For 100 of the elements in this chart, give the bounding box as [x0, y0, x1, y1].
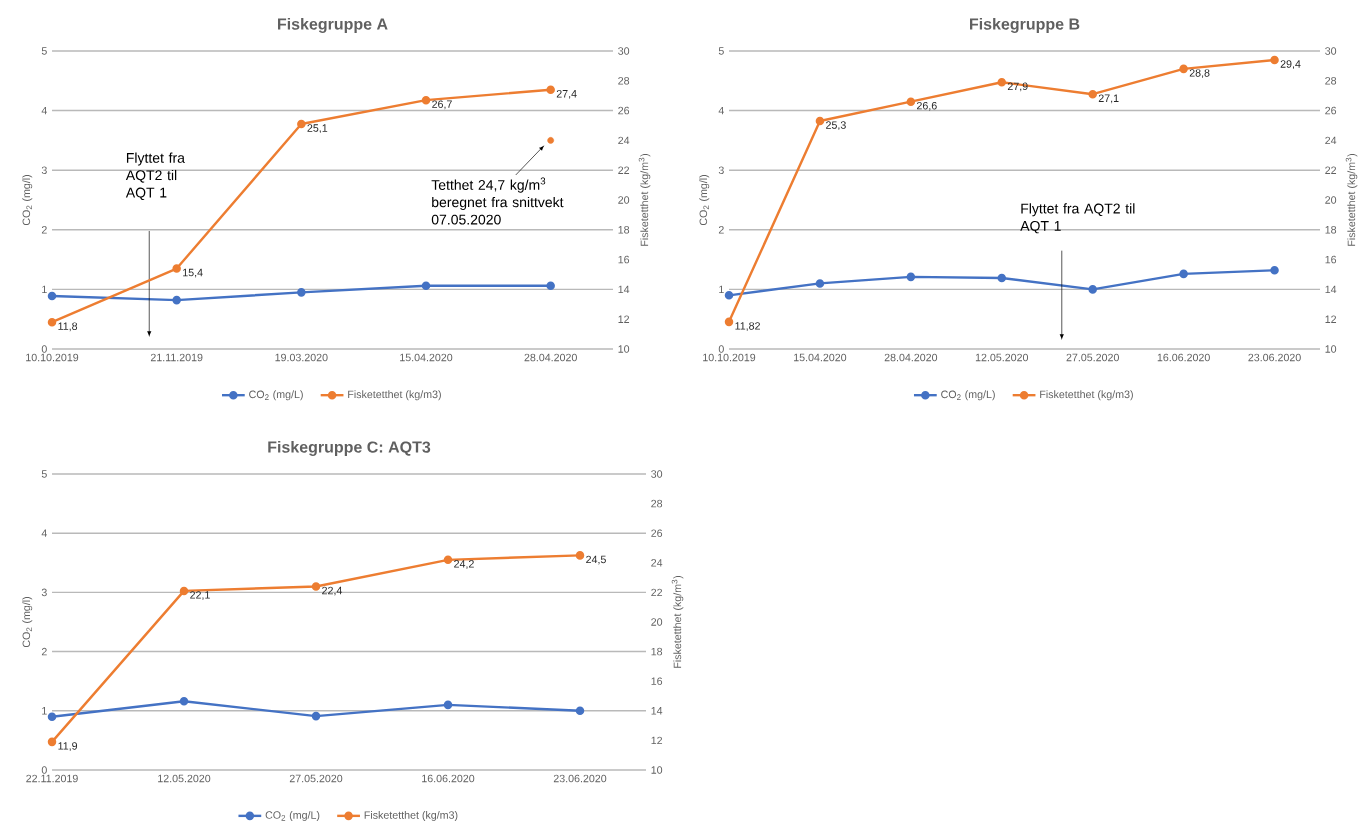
data-label: 26,6 [917, 101, 937, 111]
y2-tick-label: 24 [651, 559, 663, 567]
point [1270, 266, 1279, 275]
y-tick-label: 5 [718, 47, 724, 55]
point [997, 273, 1007, 283]
x-tick-label: 15.04.2020 [400, 353, 453, 362]
point [815, 279, 825, 288]
y-tick-label: 3 [718, 166, 724, 174]
data-label: 11,82 [735, 322, 760, 331]
x-tick-label: 27.05.2020 [1066, 353, 1119, 362]
y2-tick-label: 10 [1325, 345, 1337, 353]
y2-tick-label: 10 [651, 766, 663, 774]
point [1179, 269, 1188, 279]
y-tick-label: 2 [718, 226, 724, 234]
y-tick-label: 1 [42, 707, 47, 715]
y2-tick-label: 28 [1325, 77, 1337, 85]
legend-label: Fisketetthet (kg/m3) [1040, 390, 1133, 401]
y2-tick-label: 22 [651, 588, 663, 597]
point [1088, 89, 1097, 99]
x-tick-label: 27.05.2020 [289, 774, 343, 783]
data-label: 27,1 [1098, 94, 1119, 104]
y2-tick-label: 22 [1325, 166, 1337, 174]
point [443, 555, 453, 565]
x-tick-label: 23.06.2020 [553, 774, 607, 783]
y2-tick-label: 20 [1325, 196, 1337, 204]
y-tick-label: 2 [41, 647, 47, 656]
y2-tick-label: 28 [618, 77, 630, 85]
y-tick-label: 4 [41, 106, 47, 115]
y2-tick-label: 16 [651, 677, 663, 685]
data-label: 24,5 [586, 555, 606, 565]
y2-tick-label: 14 [651, 707, 663, 715]
data-label: 22,1 [190, 591, 210, 600]
point [297, 119, 306, 129]
y2-tick-label: 18 [651, 647, 663, 656]
data-label: 15,4 [183, 268, 203, 278]
data-label: 27,4 [556, 89, 577, 99]
text: Tetthet 24,7 kg/m$^{3}$ beregnet fra snittvekt 07.05.2020 [431, 177, 564, 225]
y-tick-label: 4 [41, 529, 47, 537]
data-label: 25,1 [307, 124, 328, 134]
y2-axis-title: Fisketetthet (kg/m$^{3}$) [671, 575, 684, 668]
point [311, 582, 321, 591]
y2-tick-label: 30 [618, 47, 630, 55]
point [575, 551, 585, 560]
x-tick-label: 19.03.2020 [275, 353, 328, 362]
y2-tick-label: 12 [651, 736, 663, 745]
x-tick-label: 22.11.2019 [26, 774, 78, 783]
annotation: Flyttet fra AQT2 til AQT 1 [125, 152, 185, 201]
y-tick-label: 0 [41, 345, 47, 353]
chart-title: Fiskegruppe A [278, 17, 388, 33]
x-tick-label: 28.04.2020 [884, 353, 938, 362]
y-tick-label: 4 [718, 106, 724, 115]
data-label: 28,8 [1189, 69, 1210, 78]
y-axis-title: CO$_{2}$ (mg/l) [22, 596, 33, 648]
y2-tick-label: 18 [1325, 226, 1337, 234]
y2-tick-label: 12 [1325, 315, 1337, 323]
point [724, 291, 734, 300]
x-tick-label: 28.04.2020 [524, 353, 577, 362]
data-label: 11,9 [58, 742, 78, 751]
point [547, 137, 555, 144]
y2-tick-label: 28 [651, 499, 663, 508]
x-tick-label: 10.10.2019 [26, 353, 79, 362]
data-label: 29,4 [1280, 60, 1301, 69]
point [47, 291, 57, 301]
y-tick-label: 0 [41, 766, 47, 774]
y-axis-title: CO$_{2}$ (mg/l) [699, 174, 710, 226]
annotation: Flyttet fra AQT2 til AQT 1 [1020, 203, 1135, 234]
data-label: 25,3 [826, 121, 846, 131]
point [421, 95, 431, 105]
y2-tick-label: 16 [1325, 255, 1337, 264]
y2-tick-label: 26 [1325, 106, 1337, 115]
point [724, 317, 734, 327]
point [47, 317, 57, 327]
legend-label: CO$_{2}$ (mg/L) [249, 390, 303, 401]
y2-tick-label: 12 [618, 315, 630, 323]
x-tick-label: 16.06.2020 [422, 774, 475, 783]
y2-axis-title: Fisketetthet (kg/m$^{3}$) [638, 153, 651, 246]
y2-tick-label: 26 [618, 106, 630, 115]
chart-title: Fiskegruppe B [970, 17, 1080, 33]
point [421, 281, 431, 291]
x-tick-label: 10.10.2019 [703, 353, 756, 362]
point [906, 272, 916, 282]
x-tick-label: 23.06.2020 [1248, 353, 1301, 362]
y-tick-label: 5 [41, 47, 47, 55]
y-tick-label: 1 [719, 285, 724, 294]
x-tick-label: 15.04.2020 [794, 353, 847, 362]
y2-tick-label: 26 [651, 529, 663, 537]
y2-tick-label: 16 [618, 255, 630, 264]
y2-tick-label: 10 [618, 345, 630, 353]
point [546, 85, 555, 94]
y2-tick-label: 24 [618, 136, 630, 145]
y-axis-title: CO$_{2}$ (mg/l) [22, 174, 33, 226]
point [906, 97, 916, 106]
point [172, 264, 181, 273]
legend-label: Fisketetthet (kg/m3) [348, 390, 441, 401]
y-tick-label: 0 [718, 345, 724, 353]
y-tick-label: 3 [41, 166, 47, 174]
data-label: 24,2 [454, 560, 474, 569]
y2-tick-label: 14 [1325, 285, 1337, 294]
point [1088, 285, 1097, 294]
chart-title: Fiskegruppe C: AQT3 [268, 440, 431, 456]
